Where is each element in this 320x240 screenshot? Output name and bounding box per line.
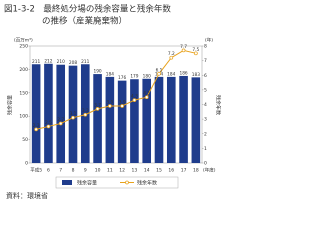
x-tick-label: 12 — [119, 168, 125, 174]
line-marker — [46, 124, 51, 129]
x-tick-label: 18 — [193, 168, 199, 174]
bar — [68, 65, 78, 163]
legend-label: 残余容量 — [77, 179, 97, 186]
bar — [179, 75, 188, 163]
y2-tick-label: 0 — [204, 161, 207, 167]
bar-value-label: 186 — [179, 70, 187, 76]
x-tick-label: 9 — [84, 168, 87, 174]
line-value-label: 2.3 — [33, 123, 40, 129]
x-tick-label: 13 — [132, 168, 138, 174]
bar — [44, 63, 53, 164]
bar-value-label: 190 — [93, 69, 101, 75]
bar — [93, 74, 102, 163]
bar-value-label: 183 — [192, 72, 200, 78]
line-value-label: 3.7 — [94, 102, 101, 108]
x-tick-label: 8 — [72, 168, 75, 174]
line-marker — [144, 95, 149, 100]
bar — [191, 77, 201, 163]
y2-tick-label: 6 — [204, 73, 207, 79]
bar — [56, 64, 66, 163]
bar — [130, 79, 139, 163]
line-marker — [108, 104, 112, 108]
y-tick-label: 200 — [19, 67, 28, 73]
y2-tick-label: 1 — [204, 146, 207, 152]
line-value-label: 3.9 — [106, 99, 113, 105]
chart-title: 図1-3-2 最終処分場の残余容量と残余年数 — [4, 4, 171, 15]
y-tick-label: 150 — [19, 90, 28, 96]
line-value-label: 4.3 — [131, 94, 138, 100]
legend-swatch — [125, 180, 129, 185]
y-tick-label: 50 — [22, 137, 28, 143]
line-marker — [157, 71, 161, 76]
bar — [117, 80, 127, 163]
y-unit: (百万m³) — [14, 38, 33, 44]
bar — [166, 76, 176, 163]
line-marker — [83, 112, 88, 117]
bar — [31, 64, 41, 163]
x-tick-label: 7 — [59, 168, 62, 174]
y2-label: 残余年数 — [215, 95, 222, 115]
x-tick-label: 10 — [95, 168, 101, 174]
bar-value-label: 179 — [130, 74, 138, 80]
chart-title: の推移（産業廃棄物） — [42, 16, 127, 27]
x-tick-label: 11 — [107, 168, 113, 174]
y2-tick-label: 3 — [204, 117, 207, 123]
bar-value-label: 211 — [32, 59, 40, 65]
line-value-label: 2.7 — [57, 117, 64, 123]
x-tick-label: 15 — [156, 168, 162, 174]
line-value-label: 3.1 — [70, 111, 77, 117]
x-tick-label: 17 — [181, 168, 187, 174]
line-marker — [120, 104, 124, 108]
line-marker — [169, 55, 174, 60]
x-tick-label: 16 — [168, 168, 174, 174]
line-value-label: 6.1 — [156, 67, 163, 73]
line-value-label: 2.5 — [45, 120, 52, 126]
x-tick-label: 平成5 — [30, 167, 42, 174]
y2-tick-label: 4 — [204, 102, 207, 108]
line-value-label: 3.3 — [82, 108, 89, 114]
bar — [105, 76, 115, 163]
line-value-label: 3.9 — [119, 99, 126, 105]
bar — [142, 78, 152, 163]
y2-tick-label: 7 — [204, 58, 207, 64]
x-unit: (年度) — [203, 167, 216, 174]
bar-value-label: 176 — [118, 75, 126, 81]
line-marker — [95, 107, 100, 111]
bar-value-label: 184 — [167, 71, 175, 77]
line-marker — [58, 121, 63, 126]
x-tick-label: 6 — [47, 168, 50, 174]
y2-tick-label: 8 — [204, 44, 207, 50]
y2-unit: (年) — [205, 37, 213, 44]
x-tick-label: 14 — [144, 168, 150, 174]
source: 資料：環境省 — [6, 191, 48, 200]
bar-value-label: 180 — [143, 73, 151, 79]
legend-box — [55, 176, 179, 189]
line-marker — [132, 98, 137, 102]
legend-label: 残余年数 — [137, 179, 157, 186]
line-value-label: 4.5 — [143, 91, 150, 97]
y2-tick-label: 2 — [204, 131, 207, 137]
y-tick-label: 250 — [19, 44, 28, 50]
y-label: 残余容量 — [7, 95, 14, 115]
line-value-label: 7.7 — [180, 44, 187, 50]
bar-value-label: 211 — [81, 59, 89, 65]
line-marker — [194, 51, 198, 56]
y-tick-label: 0 — [25, 161, 28, 167]
chart: 図1-3-2 最終処分場の残余容量と残余年数 の推移（産業廃棄物） (百万m³)… — [4, 4, 222, 201]
bar-value-label: 208 — [69, 60, 77, 66]
line-marker — [71, 115, 75, 120]
line-value-label: 7.5 — [192, 47, 199, 53]
line — [36, 49, 196, 130]
bar-value-label: 210 — [57, 59, 65, 65]
line-marker — [181, 48, 186, 53]
line-marker — [34, 127, 38, 132]
legend-swatch — [62, 180, 72, 185]
bar-value-label: 184 — [106, 71, 114, 77]
bar-value-label: 212 — [44, 58, 52, 64]
line-value-label: 7.2 — [168, 51, 175, 57]
bar — [154, 76, 164, 163]
y-tick-label: 100 — [19, 114, 28, 120]
y2-tick-label: 5 — [204, 87, 207, 93]
